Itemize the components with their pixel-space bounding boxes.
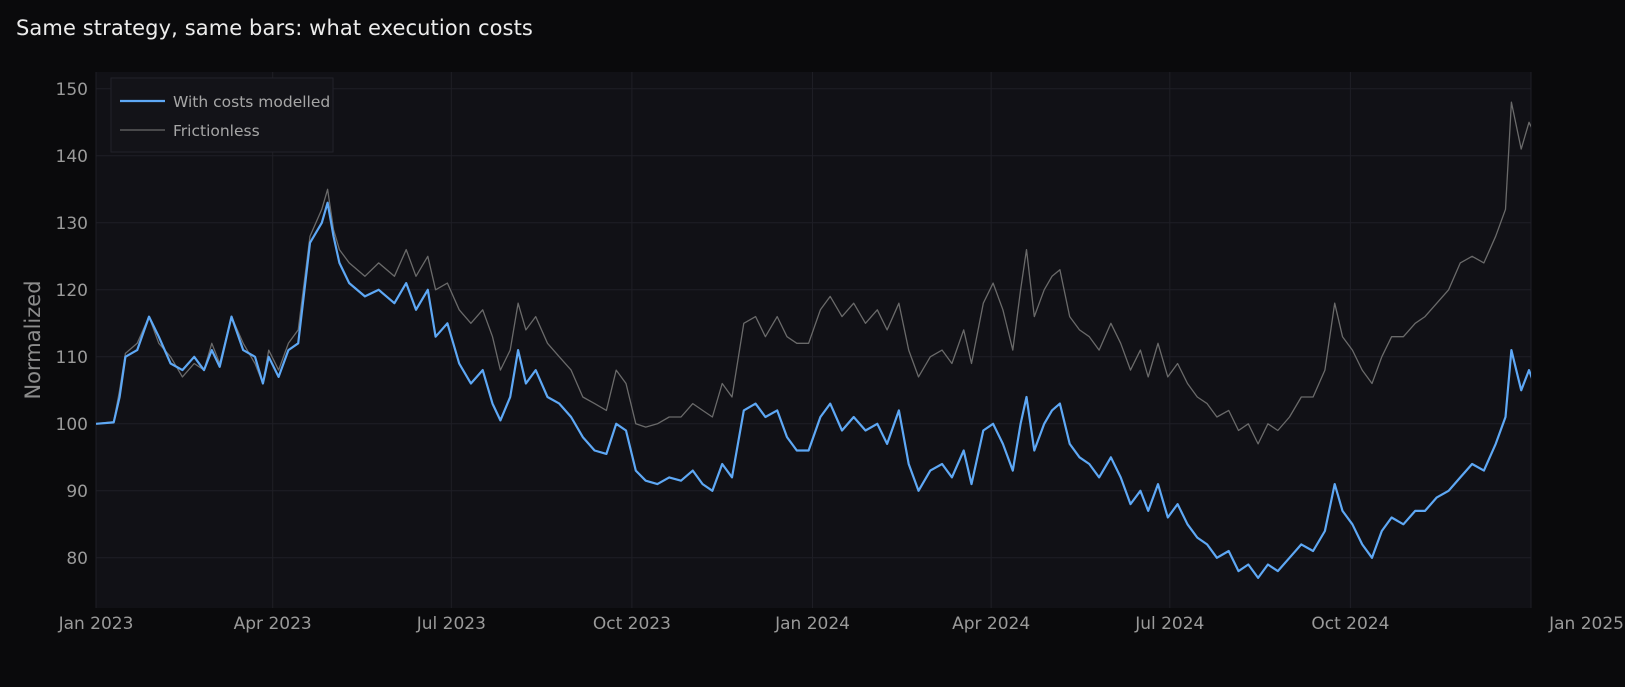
series-frictionless-line — [96, 101, 1531, 445]
y-axis-ticks: 80 90 100 110 120 130 140 150 — [56, 80, 88, 569]
y-tick-label: 140 — [56, 147, 88, 167]
x-tick-label: Apr 2024 — [952, 614, 1030, 634]
x-tick-label: Jan 2025 — [1548, 614, 1624, 634]
x-tick-label: Jul 2023 — [416, 614, 486, 634]
x-tick-label: Oct 2023 — [593, 614, 671, 634]
y-tick-label: 150 — [56, 80, 88, 100]
legend-label: With costs modelled — [173, 93, 330, 111]
legend: With costs modelled Frictionless — [110, 77, 334, 153]
legend-box — [110, 77, 334, 153]
x-tick-label: Oct 2024 — [1311, 614, 1389, 634]
x-axis-ticks: Jan 2023 Apr 2023 Jul 2023 Oct 2023 Jan 2024… — [58, 614, 1624, 634]
x-tick-label: Apr 2023 — [234, 614, 312, 634]
legend-label: Frictionless — [173, 122, 260, 140]
gridlines — [95, 72, 1532, 608]
y-tick-label: 130 — [56, 214, 88, 234]
x-tick-label: Jul 2024 — [1134, 614, 1204, 634]
series-with-costs-line — [96, 201, 1531, 580]
y-tick-label: 100 — [56, 415, 88, 435]
x-tick-label: Jan 2024 — [774, 614, 850, 634]
plot-background — [96, 72, 1531, 608]
x-tick-label: Jan 2023 — [58, 614, 134, 634]
y-tick-label: 80 — [66, 549, 88, 569]
y-tick-label: 110 — [56, 348, 88, 368]
chart-title: Same strategy, same bars: what execution… — [16, 16, 533, 40]
y-tick-label: 90 — [66, 482, 88, 502]
series-lines — [96, 101, 1531, 580]
y-axis-label: Normalized — [21, 280, 45, 399]
y-tick-label: 120 — [56, 281, 88, 301]
